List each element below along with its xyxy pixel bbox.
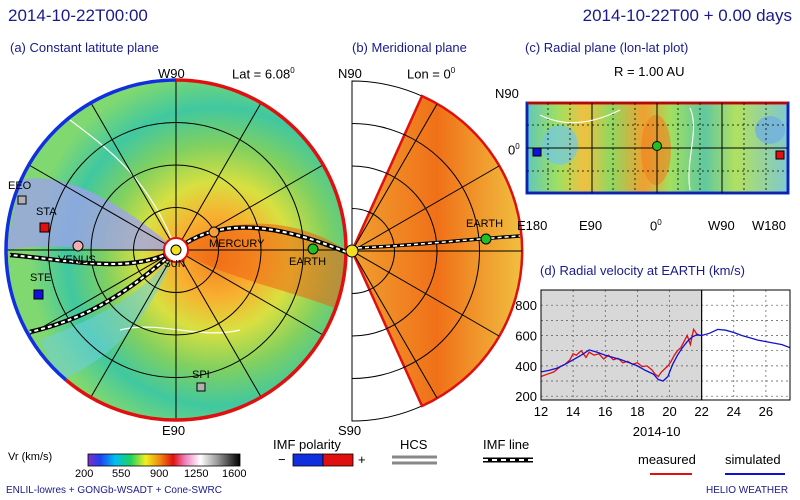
panel-c-lon-tick-e90: E90 [579, 218, 603, 233]
panel-c-lon-tick-w180: W180 [752, 218, 786, 233]
panel-b-grid [351, 103, 522, 399]
panel-c-ste-icon [532, 147, 542, 157]
panel-d-x-tick-label: 22 [694, 404, 708, 419]
footer-brand: HELIO WEATHER [706, 485, 789, 496]
timestamp-left: 2014-10-22T00:00 [8, 6, 148, 25]
panel-d-y-tick-label: 400 [515, 359, 537, 374]
spi-marker-icon [196, 382, 206, 392]
panel-b-earth-label: EARTH [466, 218, 504, 230]
simulated-label: simulated [725, 452, 781, 467]
imf-plus-label: + [358, 452, 366, 467]
panel-d-y-tick-label: 600 [515, 329, 537, 344]
venus-marker-icon [72, 240, 84, 252]
panel-d-y-tick-label: 800 [515, 298, 537, 313]
panel-c-lon-tick-e180: E180 [517, 218, 548, 233]
panel-b-title: (b) Meridional plane [352, 40, 467, 55]
panel-d-x-tick-label: 26 [759, 404, 773, 419]
panel-c-lat-mid: 00 [508, 142, 520, 158]
imf-line-label: IMF line [483, 437, 530, 452]
panel-d-frame [540, 289, 791, 401]
measured-label: measured [638, 452, 696, 467]
panel-d-x-tick-label: 12 [534, 404, 548, 419]
mercury-label: MERCURY [209, 238, 265, 250]
panel-d-chart: 12 14 16 18 20 22 24 26 200 400 600 800 2014-10 [515, 289, 791, 439]
panel-b-sun-icon [345, 244, 359, 258]
series-line-simulated [540, 328, 791, 382]
panel-a-title: (a) Constant latitute plane [10, 40, 159, 55]
panel-c-lon-tick-0: 00 [650, 218, 662, 234]
eeo-marker-icon [17, 195, 27, 205]
panel-d-x-tick-label: 20 [662, 404, 676, 419]
panel-b-earth-icon [480, 233, 492, 245]
footer-model: ENLIL-lowres + GONGb-WSADT + Cone-SWRC [6, 485, 222, 496]
hcs-label: HCS [400, 437, 428, 452]
panel-b-plot [345, 80, 524, 422]
colorbar [87, 453, 241, 467]
venus-label: VENUS [58, 254, 96, 266]
panel-d-x-tick-label: 24 [727, 404, 741, 419]
panel-c-plot [525, 101, 790, 195]
imf-negative-swatch [292, 453, 324, 467]
panel-a-slow-wind-region [6, 178, 176, 252]
colorbar-tick-1250: 1250 [184, 468, 209, 480]
sta-label: STA [36, 206, 57, 218]
sun-label: SUN [164, 259, 186, 270]
colorbar-tick-900: 900 [150, 468, 169, 480]
imf-polarity-label: IMF polarity [273, 437, 341, 452]
panel-c-r-label: R = 1.00 AU [614, 64, 685, 79]
panel-a-bottom-label: E90 [162, 423, 186, 438]
colorbar-tick-1600: 1600 [222, 468, 247, 480]
panel-b-bottom-label: S90 [338, 423, 362, 438]
panel-d-title: (d) Radial velocity at EARTH (km/s) [540, 263, 745, 278]
eeo-label: EEO [8, 180, 32, 192]
panel-a-hcs-lines [9, 225, 347, 335]
sta-marker-icon [39, 222, 50, 233]
panel-a-plot [4, 78, 348, 422]
legend-graphics [87, 453, 785, 475]
colorbar-tick-550: 550 [112, 468, 131, 480]
panel-c-lat-top: N90 [495, 86, 519, 101]
hcs-swatch [392, 455, 437, 465]
earth-label: EARTH [289, 256, 327, 268]
panel-a-lat-label: Lat = 6.080 [232, 66, 295, 82]
imf-positive-swatch [322, 453, 354, 467]
colorbar-tick-200: 200 [75, 468, 94, 480]
earth-marker-icon [307, 243, 319, 255]
sun-icon [170, 244, 182, 256]
imf-minus-label: − [278, 452, 286, 467]
panel-d-past-region [541, 290, 702, 400]
panel-b-top-label: N90 [338, 66, 362, 81]
panel-b-lon-label: Lon = 00 [407, 66, 456, 82]
panel-a-imf-positive-arc [64, 78, 348, 422]
panel-a-top-label: W90 [158, 66, 185, 81]
panel-c-title: (c) Radial plane (lon-lat plot) [525, 40, 689, 55]
panel-d-x-tick-label: 18 [630, 404, 644, 419]
panel-d-xlabel: 2014-10 [633, 424, 681, 439]
spi-label: SPI [192, 369, 210, 381]
timestamp-right: 2014-10-22T00 + 0.00 days [582, 6, 792, 25]
mercury-marker-icon [208, 226, 220, 238]
panel-d-x-tick-label: 16 [598, 404, 612, 419]
panel-d-y-tick-label: 200 [515, 389, 537, 404]
ste-label: STE [30, 272, 52, 284]
ste-marker-icon [33, 289, 44, 300]
colorbar-label: Vr (km/s) [8, 451, 53, 463]
panel-d-x-tick-label: 14 [566, 404, 580, 419]
panel-c-earth-icon [652, 141, 662, 151]
panel-c-lon-tick-w90: W90 [708, 218, 735, 233]
panel-c-sta-icon [775, 150, 785, 160]
panel-a-imf-negative-arc [4, 78, 177, 382]
